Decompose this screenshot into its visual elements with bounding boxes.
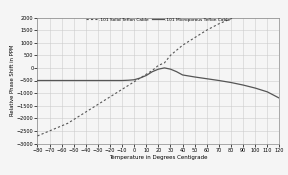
.101 Microporous Teflon Cable bbox=[66, 79, 69, 82]
.101 Microporous Teflon Cable bbox=[84, 79, 88, 82]
.101 Microporous Teflon Cable bbox=[175, 71, 178, 73]
.101 Microporous Teflon Cable bbox=[193, 76, 196, 78]
.101 Microporous Teflon Cable bbox=[157, 68, 160, 70]
.101 Solid Teflon Cable bbox=[241, 11, 245, 13]
.101 Microporous Teflon Cable bbox=[266, 91, 269, 93]
.101 Microporous Teflon Cable bbox=[139, 77, 142, 79]
.101 Solid Teflon Cable bbox=[139, 77, 142, 79]
.101 Solid Teflon Cable bbox=[169, 54, 172, 56]
.101 Solid Teflon Cable bbox=[72, 118, 75, 121]
.101 Microporous Teflon Cable bbox=[114, 79, 118, 82]
.101 Microporous Teflon Cable bbox=[163, 67, 166, 69]
.101 Microporous Teflon Cable bbox=[108, 79, 112, 82]
.101 Solid Teflon Cable bbox=[151, 69, 154, 71]
.101 Solid Teflon Cable bbox=[54, 127, 57, 130]
.101 Microporous Teflon Cable bbox=[96, 79, 100, 82]
.101 Microporous Teflon Cable bbox=[205, 78, 209, 80]
.101 Solid Teflon Cable bbox=[157, 64, 160, 67]
.101 Solid Teflon Cable bbox=[217, 23, 221, 25]
.101 Solid Teflon Cable bbox=[60, 125, 63, 127]
.101 Solid Teflon Cable bbox=[132, 81, 136, 83]
.101 Microporous Teflon Cable bbox=[36, 79, 39, 82]
.101 Microporous Teflon Cable bbox=[120, 79, 124, 82]
.101 Solid Teflon Cable bbox=[78, 115, 82, 117]
.101 Solid Teflon Cable bbox=[102, 100, 106, 102]
X-axis label: Temperature in Degrees Centigrade: Temperature in Degrees Centigrade bbox=[109, 155, 208, 160]
.101 Solid Teflon Cable bbox=[229, 18, 233, 20]
.101 Solid Teflon Cable bbox=[163, 62, 166, 64]
Legend: .101 Solid Teflon Cable, .101 Microporous Teflon Cable: .101 Solid Teflon Cable, .101 Microporou… bbox=[86, 18, 231, 22]
.101 Microporous Teflon Cable bbox=[217, 79, 221, 82]
.101 Solid Teflon Cable bbox=[253, 6, 257, 8]
.101 Microporous Teflon Cable bbox=[181, 74, 184, 76]
.101 Solid Teflon Cable bbox=[36, 135, 39, 137]
.101 Microporous Teflon Cable bbox=[126, 79, 130, 81]
.101 Solid Teflon Cable bbox=[90, 107, 94, 109]
.101 Solid Teflon Cable bbox=[96, 103, 100, 106]
.101 Microporous Teflon Cable bbox=[132, 79, 136, 81]
.101 Solid Teflon Cable bbox=[145, 73, 148, 75]
.101 Microporous Teflon Cable bbox=[241, 84, 245, 86]
.101 Solid Teflon Cable bbox=[84, 111, 88, 113]
.101 Microporous Teflon Cable bbox=[151, 71, 154, 73]
.101 Solid Teflon Cable bbox=[266, 0, 269, 1]
.101 Microporous Teflon Cable bbox=[72, 79, 75, 82]
.101 Microporous Teflon Cable bbox=[48, 79, 51, 82]
.101 Solid Teflon Cable bbox=[120, 88, 124, 90]
.101 Microporous Teflon Cable bbox=[278, 97, 281, 99]
Line: .101 Solid Teflon Cable: .101 Solid Teflon Cable bbox=[37, 0, 279, 136]
.101 Microporous Teflon Cable bbox=[60, 79, 63, 82]
.101 Solid Teflon Cable bbox=[114, 92, 118, 94]
.101 Solid Teflon Cable bbox=[193, 37, 196, 39]
.101 Solid Teflon Cable bbox=[66, 122, 69, 124]
Line: .101 Microporous Teflon Cable: .101 Microporous Teflon Cable bbox=[37, 68, 279, 98]
.101 Solid Teflon Cable bbox=[108, 96, 112, 98]
.101 Microporous Teflon Cable bbox=[169, 68, 172, 70]
.101 Solid Teflon Cable bbox=[205, 29, 209, 31]
.101 Solid Teflon Cable bbox=[48, 130, 51, 132]
.101 Solid Teflon Cable bbox=[181, 44, 184, 46]
.101 Solid Teflon Cable bbox=[126, 85, 130, 87]
.101 Microporous Teflon Cable bbox=[229, 82, 233, 84]
.101 Microporous Teflon Cable bbox=[145, 74, 148, 76]
Y-axis label: Relative Phase Shift in PPM: Relative Phase Shift in PPM bbox=[10, 45, 15, 116]
.101 Microporous Teflon Cable bbox=[253, 87, 257, 89]
